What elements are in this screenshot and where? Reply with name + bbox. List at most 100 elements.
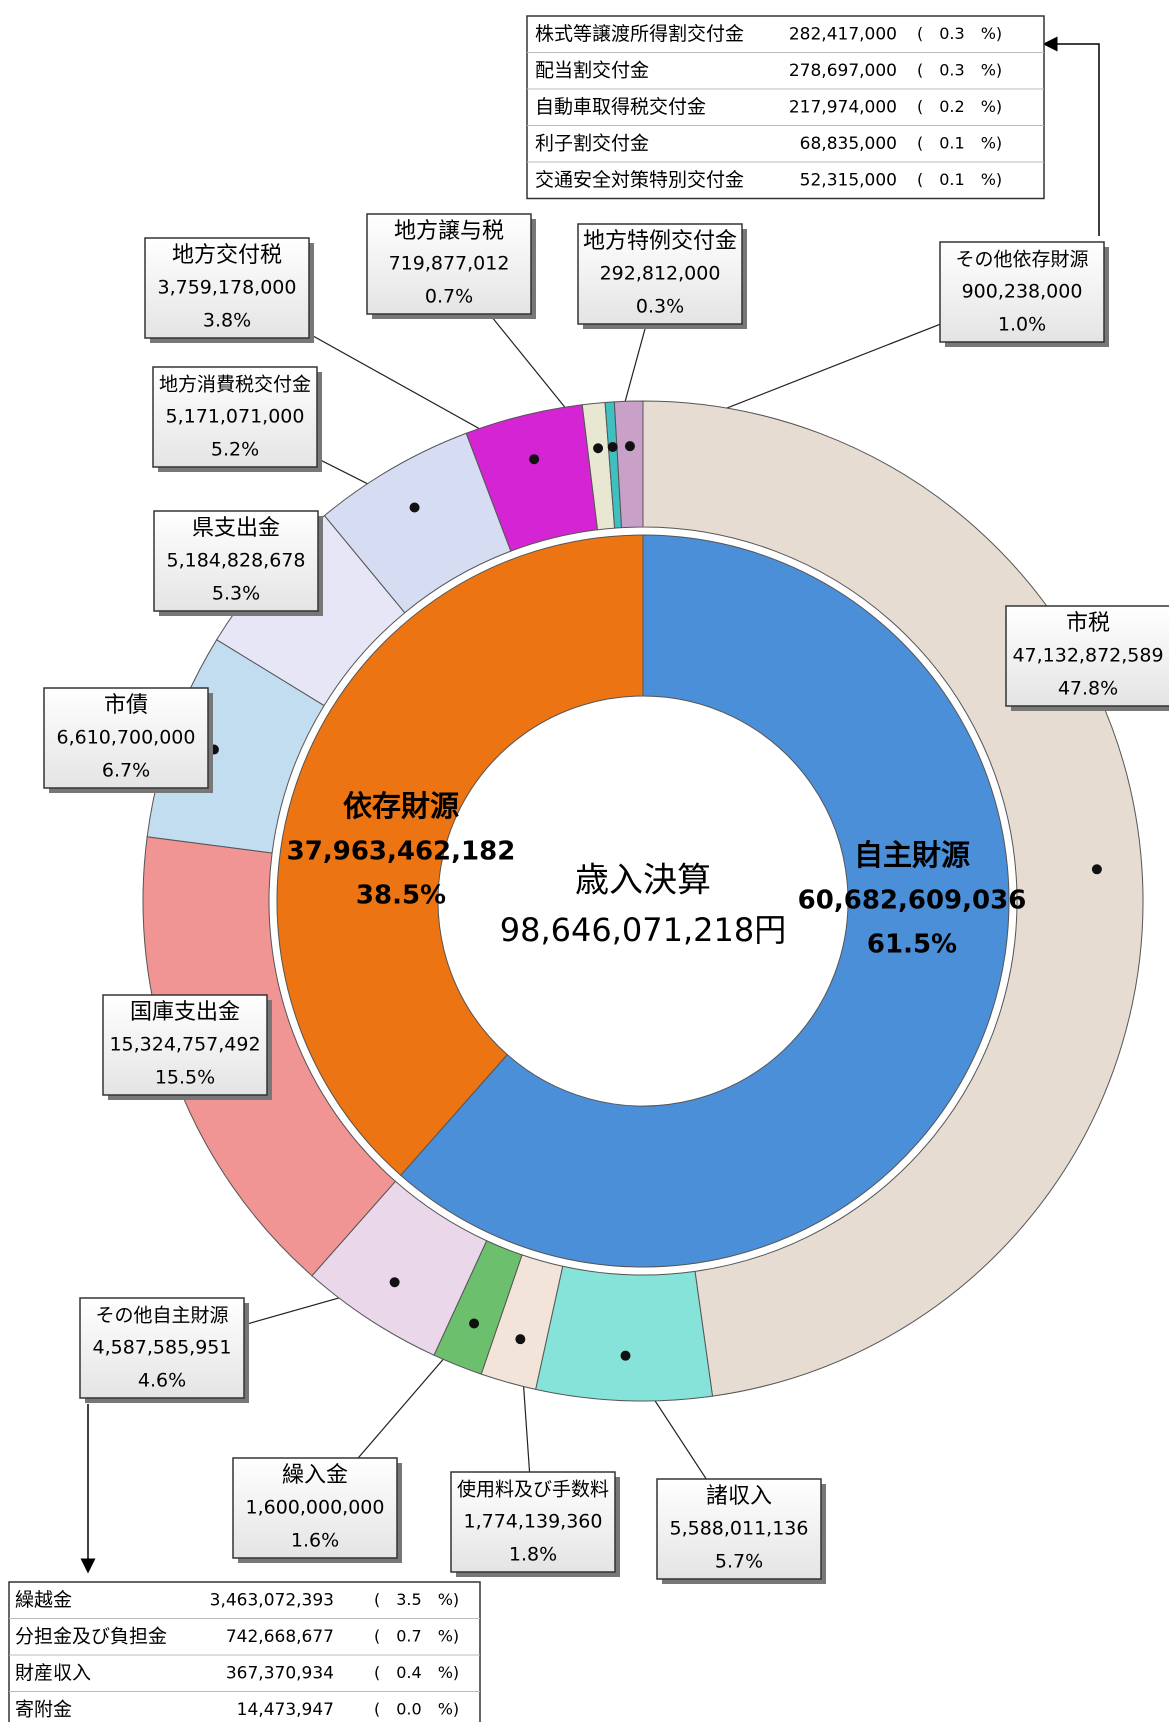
- segment-value: 5,171,071,000: [165, 406, 304, 428]
- row-amount: 68,835,000: [800, 134, 897, 154]
- label-box: [43, 687, 209, 789]
- leader-dot: [607, 442, 618, 453]
- row-amount: 282,417,000: [789, 24, 897, 44]
- segment-name: 市税: [1066, 611, 1110, 636]
- segment-name: 国庫支出金: [130, 1000, 240, 1025]
- row-name: 寄附金: [15, 1698, 72, 1720]
- leader-dot: [389, 1277, 400, 1288]
- segment-name: 市債: [104, 693, 148, 718]
- leader-dot: [593, 443, 604, 454]
- inner-value: 60,682,609,036: [798, 886, 1027, 916]
- segment-name: 地方交付税: [172, 243, 282, 268]
- segment-name: 地方特例交付金: [583, 229, 737, 254]
- label-box: [232, 1457, 398, 1559]
- row-name: 分担金及び負担金: [15, 1625, 167, 1647]
- segment-name: 使用料及び手数料: [457, 1479, 609, 1501]
- segment-value: 5,184,828,678: [166, 550, 305, 572]
- segment-value: 4,587,585,951: [92, 1337, 231, 1359]
- row-percent: ( 0.1 %): [917, 170, 1002, 189]
- segment-percent: 1.8%: [509, 1544, 557, 1566]
- segment-percent: 3.8%: [203, 310, 251, 332]
- segment-percent: 1.6%: [291, 1530, 339, 1552]
- leader-dot: [624, 441, 635, 452]
- segment-percent: 15.5%: [155, 1067, 215, 1089]
- inner-percent: 38.5%: [356, 881, 446, 911]
- row-name: 株式等譲渡所得割交付金: [535, 23, 744, 45]
- inner-name: 依存財源: [343, 789, 459, 823]
- row-name: 財産収入: [15, 1662, 91, 1684]
- row-name: 交通安全対策特別交付金: [535, 169, 744, 191]
- outer-segment: [613, 400, 644, 529]
- label-box: [939, 241, 1105, 343]
- row-percent: ( 0.1 %): [917, 133, 1002, 152]
- row-name: 利子割交付金: [535, 132, 649, 154]
- label-box: [102, 994, 268, 1096]
- label-box: [656, 1478, 822, 1580]
- segment-percent: 0.3%: [636, 296, 684, 318]
- label-box: [450, 1471, 616, 1573]
- row-percent: ( 0.7 %): [374, 1626, 459, 1645]
- row-percent: ( 3.5 %): [374, 1590, 459, 1609]
- label-box: [152, 366, 318, 468]
- segment-value: 1,600,000,000: [245, 1497, 384, 1519]
- row-percent: ( 0.3 %): [917, 60, 1002, 79]
- arrow: [1042, 36, 1100, 236]
- segment-percent: 5.3%: [212, 583, 260, 605]
- label-box: [366, 213, 532, 315]
- label-box: [79, 1297, 245, 1399]
- segment-value: 47,132,872,589: [1012, 645, 1163, 667]
- segment-value: 900,238,000: [962, 281, 1083, 303]
- leader-dot: [529, 454, 540, 465]
- segment-value: 5,588,011,136: [669, 1518, 808, 1540]
- segment-name: 繰入金: [282, 1463, 348, 1488]
- inner-name: 自主財源: [854, 838, 970, 872]
- label-box: [153, 510, 319, 612]
- segment-percent: 47.8%: [1058, 678, 1118, 700]
- breakdown-table: [8, 1581, 481, 1722]
- row-name: 繰越金: [15, 1589, 72, 1611]
- row-amount: 52,315,000: [800, 170, 897, 190]
- segment-value: 1,774,139,360: [463, 1511, 602, 1533]
- inner-segment: [276, 534, 644, 1177]
- row-name: 自動車取得税交付金: [535, 96, 706, 118]
- outer-segment: [535, 1265, 714, 1402]
- label-box: [1005, 605, 1169, 707]
- center-total: 98,646,071,218円: [500, 911, 786, 949]
- segment-name: 地方譲与税: [394, 219, 504, 244]
- row-amount: 367,370,934: [226, 1663, 334, 1683]
- segment-name: 諸収入: [706, 1484, 772, 1509]
- segment-value: 15,324,757,492: [109, 1034, 260, 1056]
- leader-dot: [409, 502, 420, 513]
- segment-value: 6,610,700,000: [56, 727, 195, 749]
- row-amount: 742,668,677: [226, 1627, 334, 1647]
- segment-percent: 5.2%: [211, 439, 259, 461]
- row-amount: 278,697,000: [789, 61, 897, 81]
- breakdown-table: [526, 15, 1045, 200]
- label-box: [144, 237, 310, 339]
- segment-name: 県支出金: [192, 516, 280, 541]
- segment-percent: 5.7%: [715, 1551, 763, 1573]
- inner-segment: [399, 534, 1010, 1268]
- row-percent: ( 0.0 %): [374, 1699, 459, 1718]
- row-amount: 14,473,947: [237, 1700, 334, 1720]
- segment-name: 地方消費税交付金: [159, 374, 311, 396]
- leader-dot: [1091, 864, 1102, 875]
- row-amount: 217,974,000: [789, 97, 897, 117]
- center-title: 歳入決算: [575, 861, 711, 901]
- leader-dot: [515, 1334, 526, 1345]
- segment-percent: 0.7%: [425, 286, 473, 308]
- segment-percent: 4.6%: [138, 1370, 186, 1392]
- segment-value: 292,812,000: [600, 263, 721, 285]
- row-amount: 3,463,072,393: [210, 1590, 334, 1610]
- segment-name: その他依存財源: [955, 249, 1088, 271]
- segment-percent: 1.0%: [998, 314, 1046, 336]
- row-percent: ( 0.3 %): [917, 24, 1002, 43]
- inner-value: 37,963,462,182: [287, 837, 516, 867]
- segment-value: 719,877,012: [389, 253, 510, 275]
- row-percent: ( 0.4 %): [374, 1663, 459, 1682]
- label-box: [577, 223, 743, 325]
- row-percent: ( 0.2 %): [917, 97, 1002, 116]
- inner-percent: 61.5%: [867, 930, 957, 960]
- segment-name: その他自主財源: [95, 1305, 228, 1327]
- segment-percent: 6.7%: [102, 760, 150, 782]
